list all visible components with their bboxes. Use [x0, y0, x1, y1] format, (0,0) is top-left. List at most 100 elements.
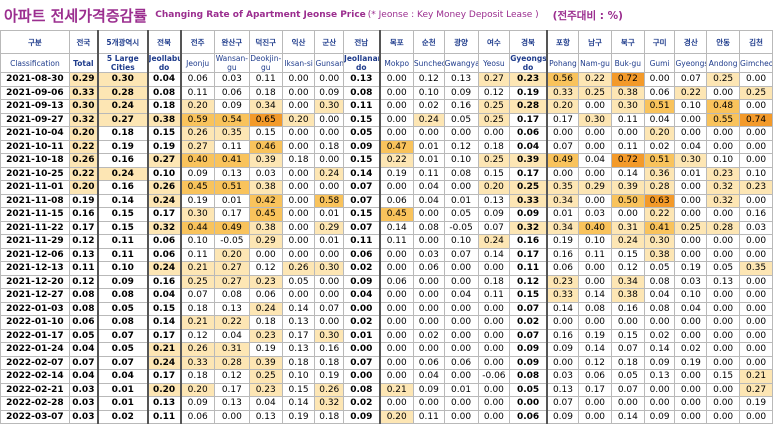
cell-total: 0.32 — [68, 112, 99, 127]
cell-total: 0.07 — [68, 355, 99, 370]
cell-jeollanam-do: 0.08 — [343, 382, 381, 397]
row-date: 2021-11-22 — [0, 220, 70, 235]
cell-jeonju: 0.33 — [180, 355, 215, 370]
cell-deokjin-gu: 0.25 — [248, 369, 283, 384]
header-en-8: Gunsan — [314, 53, 345, 73]
cell-gyeongsangbuk-do: 0.11 — [509, 261, 548, 276]
cell-gunsan: 0.00 — [314, 315, 345, 330]
cell-andong: 0.13 — [706, 274, 741, 289]
cell-suncheon: 0.11 — [412, 166, 445, 181]
cell-gwangyang: 0.00 — [443, 409, 479, 424]
cell-gumi: 0.36 — [643, 166, 676, 181]
cell-total: 0.08 — [68, 288, 99, 303]
cell-jeollanam-do: 0.09 — [343, 139, 381, 154]
cell-jeonju: 0.45 — [180, 180, 215, 195]
cell-nam-gu: 0.25 — [578, 85, 612, 100]
cell-buk-gu: 0.15 — [610, 247, 645, 262]
cell-andong: 0.00 — [706, 315, 741, 330]
cell-gyeongsangbuk-do: 0.02 — [509, 315, 548, 330]
cell-total: 0.03 — [68, 396, 99, 411]
cell-suncheon: 0.01 — [412, 153, 445, 168]
cell-gyeongsan: 0.00 — [674, 180, 708, 195]
cell-jeollanam-do: 0.02 — [343, 396, 381, 411]
cell-buk-gu: 0.00 — [610, 207, 645, 222]
row-date: 2022-01-03 — [0, 301, 70, 316]
header-en-21: Gimcheon — [739, 53, 773, 73]
cell-gumi: 0.09 — [643, 355, 676, 370]
cell-gyeongsangbuk-do: 0.39 — [509, 153, 548, 168]
header-kr-3: 전북 — [147, 30, 182, 54]
cell-jeollanam-do: 0.02 — [343, 261, 381, 276]
cell-deokjin-gu: 0.45 — [248, 207, 283, 222]
cell-gyeongsangbuk-do: 0.17 — [509, 112, 548, 127]
cell-wansan-gu: 0.51 — [213, 180, 250, 195]
row-date: 2021-12-06 — [0, 247, 70, 262]
cell-andong: 0.00 — [706, 126, 741, 141]
cell-suncheon: 0.02 — [412, 99, 445, 114]
cell-jeollanam-do: 0.02 — [343, 315, 381, 330]
cell-andong: 0.00 — [706, 409, 741, 424]
cell-gyeongsangbuk-do: 0.07 — [509, 328, 548, 343]
header-en-6: Deokjin-gu — [248, 53, 283, 73]
cell-gyeongsan: 0.00 — [674, 369, 708, 384]
header-kr-18: 구미 — [643, 30, 676, 54]
cell-gumi: 0.05 — [643, 261, 676, 276]
cell-deokjin-gu: 0.23 — [248, 274, 283, 289]
cell-5-large-cities: 0.09 — [97, 274, 149, 289]
cell-pohang: 0.13 — [546, 382, 580, 397]
cell-gyeongsan: 0.02 — [674, 342, 708, 357]
cell-yeosu: 0.00 — [477, 396, 511, 411]
cell-gwangyang: 0.13 — [443, 72, 479, 87]
cell-gwangyang: 0.10 — [443, 234, 479, 249]
cell-jeollabuk-do: 0.18 — [147, 99, 182, 114]
cell-gwangyang: 0.04 — [443, 288, 479, 303]
cell-gyeongsan: 0.00 — [674, 234, 708, 249]
cell-nam-gu: 0.08 — [578, 301, 612, 316]
table-row: 2021-08-30 0.29 0.30 0.04 0.06 0.03 0.11 0.00 0.… — [0, 72, 773, 87]
cell-mokpo: 0.00 — [379, 126, 414, 141]
cell-total: 0.33 — [68, 85, 99, 100]
cell-suncheon: 0.01 — [412, 139, 445, 154]
cell-total: 0.20 — [68, 180, 99, 195]
cell-buk-gu: 0.34 — [610, 274, 645, 289]
cell-iksan-si: 0.00 — [281, 85, 316, 100]
cell-5-large-cities: 0.01 — [97, 396, 149, 411]
cell-andong: 0.15 — [706, 369, 741, 384]
cell-iksan-si: 0.20 — [281, 112, 316, 127]
cell-yeosu: 0.18 — [477, 139, 511, 154]
cell-suncheon: 0.00 — [412, 207, 445, 222]
cell-gwangyang: 0.00 — [443, 315, 479, 330]
cell-5-large-cities: 0.05 — [97, 301, 149, 316]
cell-gunsan: 0.29 — [314, 220, 345, 235]
cell-gimcheon: 0.00 — [739, 409, 773, 424]
row-date: 2022-01-17 — [0, 328, 70, 343]
cell-total: 0.04 — [68, 342, 99, 357]
cell-nam-gu: 0.00 — [578, 409, 612, 424]
cell-gunsan: 0.18 — [314, 355, 345, 370]
cell-gumi: 0.63 — [643, 193, 676, 208]
cell-gumi: 0.28 — [643, 180, 676, 195]
cell-nam-gu: 0.12 — [578, 355, 612, 370]
cell-gyeongsan: 0.00 — [674, 315, 708, 330]
cell-nam-gu: 0.40 — [578, 220, 612, 235]
cell-gunsan: 0.30 — [314, 99, 345, 114]
cell-gwangyang: 0.00 — [443, 180, 479, 195]
cell-gimcheon: 0.00 — [739, 342, 773, 357]
cell-suncheon: 0.10 — [412, 85, 445, 100]
cell-gunsan: 0.00 — [314, 112, 345, 127]
cell-jeollabuk-do: 0.26 — [147, 180, 182, 195]
row-date: 2021-10-25 — [0, 166, 70, 181]
cell-gunsan: 0.30 — [314, 328, 345, 343]
cell-gwangyang: 0.16 — [443, 99, 479, 114]
cell-yeosu: 0.00 — [477, 409, 511, 424]
cell-jeollabuk-do: 0.38 — [147, 112, 182, 127]
cell-gimcheon: 0.16 — [739, 207, 773, 222]
cell-gumi: 0.30 — [643, 234, 676, 249]
cell-gumi: 0.04 — [643, 288, 676, 303]
cell-gimcheon: 0.23 — [739, 180, 773, 195]
cell-5-large-cities: 0.08 — [97, 315, 149, 330]
cell-buk-gu: 0.18 — [610, 355, 645, 370]
cell-gumi: 0.08 — [643, 274, 676, 289]
cell-deokjin-gu: 0.34 — [248, 99, 283, 114]
cell-iksan-si: 0.13 — [281, 315, 316, 330]
